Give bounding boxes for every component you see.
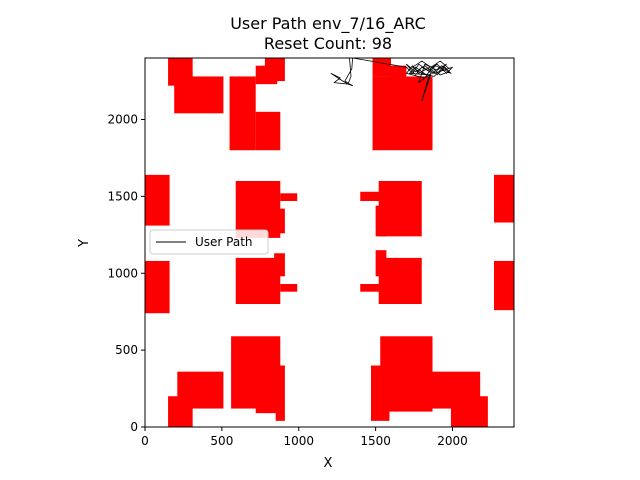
y-tick-label: 1000 (107, 266, 138, 280)
x-tick-label: 500 (210, 434, 233, 448)
x-axis-label: X (324, 456, 333, 471)
obstacle-rect (255, 111, 281, 151)
legend-box (149, 229, 269, 255)
obstacle-layer (145, 58, 514, 427)
obstacle-rect (378, 257, 422, 304)
chart-subtitle: Reset Count: 98 (264, 34, 392, 53)
x-tick-label: 1500 (360, 434, 391, 448)
obstacle-rect (235, 181, 281, 238)
obstacle-rect (494, 174, 514, 223)
obstacle-rect (450, 396, 488, 427)
user-path-line (330, 57, 453, 102)
obstacle-rect (275, 365, 285, 421)
y-tick-label: 2000 (107, 113, 138, 127)
y-tick-label: 500 (115, 343, 138, 357)
obstacle-rect (280, 193, 298, 201)
obstacle-rect (174, 76, 224, 114)
obstacle-rect (494, 260, 514, 311)
y-axis-label: Y (77, 239, 92, 248)
obstacle-rect (274, 208, 285, 234)
x-tick-label: 1000 (283, 434, 314, 448)
obstacle-rect (229, 76, 256, 151)
y-tick-label: 0 (130, 420, 138, 434)
chart-title: User Path env_7/16_ARC (230, 14, 426, 34)
x-tick-label: 0 (141, 434, 149, 448)
obstacle-rect (389, 362, 411, 408)
obstacle-rect (387, 65, 407, 89)
axes-frame (144, 57, 515, 428)
obstacle-rect (264, 58, 285, 82)
obstacle-rect (378, 181, 422, 237)
obstacle-rect (274, 253, 285, 277)
legend: User Path (149, 229, 269, 255)
legend-label: User Path (195, 235, 253, 249)
y-tick-label: 1500 (107, 189, 138, 203)
obstacle-rect (145, 260, 170, 314)
obstacle-rect (168, 396, 193, 427)
plot-area (144, 57, 515, 428)
obstacle-rect (372, 58, 391, 77)
x-tick-label: 2000 (437, 434, 468, 448)
obstacle-rect (360, 284, 381, 292)
obstacle-rect (235, 257, 281, 304)
y-axis: 0 500 1000 1500 2000 (107, 113, 145, 434)
x-axis: 0 500 1000 1500 2000 (141, 427, 468, 448)
obstacle-rect (360, 191, 381, 201)
obstacle-rect (145, 174, 170, 226)
path-layer (330, 57, 453, 102)
obstacle-rect (280, 284, 298, 292)
